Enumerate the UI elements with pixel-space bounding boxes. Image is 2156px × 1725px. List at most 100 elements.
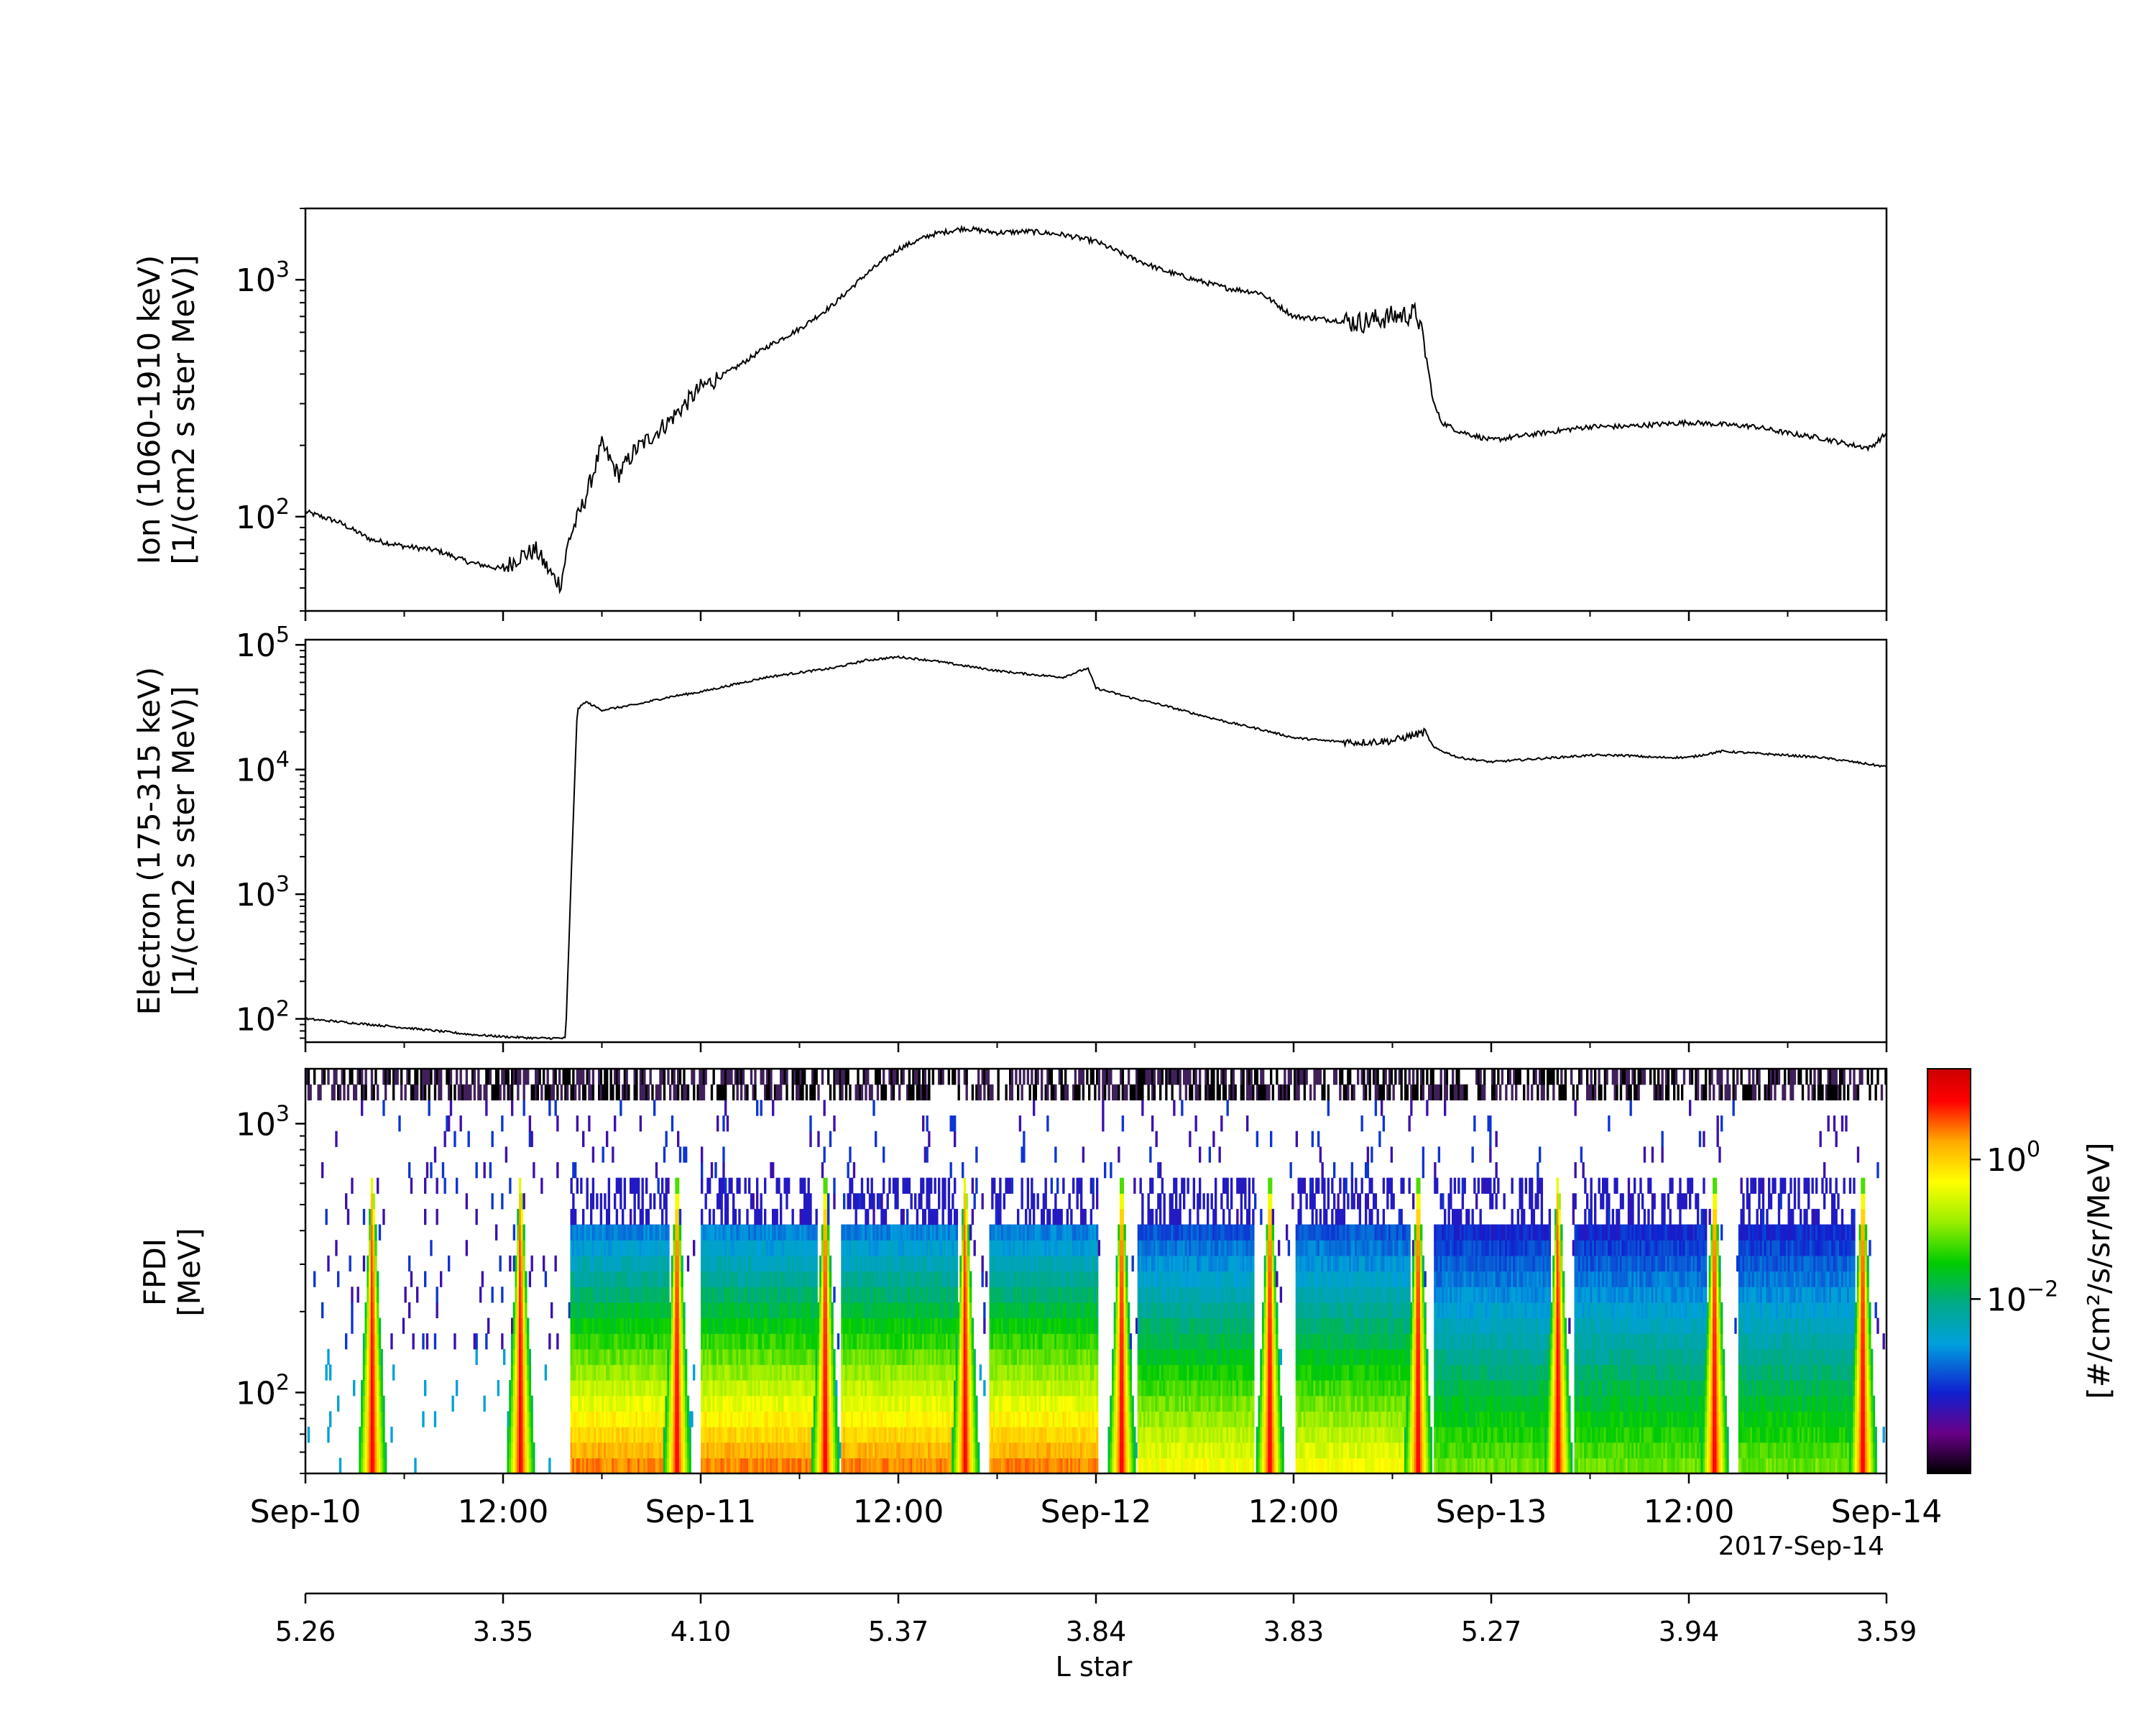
heatmap-cell [512,1302,516,1319]
heatmap-cell [906,1084,909,1100]
heatmap-cell [788,1442,791,1458]
heatmap-cell [947,1458,951,1473]
heatmap-cell [744,1177,747,1194]
heatmap-cell [999,1317,1002,1334]
heatmap-cell [667,1271,670,1287]
heatmap-cell [811,1427,814,1443]
heatmap-cell [647,1208,650,1225]
heatmap-cell [683,1146,686,1163]
heatmap-cell [730,1427,733,1443]
heatmap-cell [1015,1240,1018,1256]
heatmap-cell [939,1395,943,1412]
heatmap-cell [622,1380,625,1397]
heatmap-cell [599,1193,603,1210]
heatmap-cell [878,1395,881,1412]
heatmap-cell [773,1317,777,1334]
heatmap-cell [847,1069,849,1085]
heatmap-cell [1031,1442,1033,1458]
heatmap-cell [1054,1348,1057,1366]
heatmap-cell [361,1442,364,1458]
heatmap-cell [746,1427,749,1443]
heatmap-cell [590,1333,593,1350]
heatmap-cell [1021,1146,1023,1163]
heatmap-cell [651,1255,654,1272]
heatmap-cell [890,1395,893,1412]
heatmap-cell [665,1364,668,1381]
heatmap-cell [635,1411,638,1427]
heatmap-cell [424,1084,427,1100]
heatmap-cell [926,1116,929,1132]
heatmap-cell [520,1458,524,1473]
heatmap-cell [720,1208,723,1225]
heatmap-cell [519,1458,522,1473]
heatmap-cell [827,1364,830,1381]
heatmap-cell [904,1255,907,1272]
heatmap-cell [701,1317,704,1334]
heatmap-cell [965,1271,968,1287]
heatmap-cell [1054,1395,1057,1412]
heatmap-cell [369,1427,372,1443]
heatmap-cell [952,1427,954,1443]
heatmap-cell [1010,1458,1014,1473]
heatmap-cell [892,1287,895,1303]
heatmap-cell [797,1287,801,1303]
heatmap-cell [714,1348,717,1366]
heatmap-cell [780,1427,783,1443]
heatmap-cell [934,1224,936,1241]
heatmap-cell [321,1069,324,1085]
heatmap-cell [651,1411,654,1427]
heatmap-cell [448,1084,451,1100]
heatmap-cell [906,1411,909,1427]
heatmap-cell [748,1348,751,1366]
heatmap-cell [307,1084,310,1100]
heatmap-cell [728,1348,731,1366]
heatmap-cell [614,1240,617,1256]
heatmap-cell [894,1333,897,1350]
heatmap-cell [625,1458,628,1473]
heatmap-cell [854,1395,857,1412]
heatmap-cell [977,1458,980,1473]
heatmap-cell [1009,1084,1012,1100]
heatmap-cell [665,1458,668,1473]
heatmap-cell [833,1287,836,1303]
heatmap-cell [852,1442,856,1458]
heatmap-cell [1017,1255,1020,1272]
heatmap-cell [1010,1395,1014,1412]
heatmap-cell [456,1380,459,1397]
heatmap-cell [870,1395,873,1412]
heatmap-cell [888,1224,891,1241]
heatmap-cell [602,1442,604,1458]
heatmap-cell [793,1364,796,1381]
heatmap-cell [572,1427,575,1443]
heatmap-cell [724,1317,727,1334]
heatmap-cell [1009,1224,1012,1241]
heatmap-cell [796,1084,798,1100]
heatmap-cell [999,1458,1002,1473]
heatmap-cell [778,1271,780,1287]
heatmap-cell [685,1146,688,1163]
heatmap-cell [718,1084,722,1100]
heatmap-cell [870,1427,873,1443]
heatmap-cell [742,1333,745,1350]
heatmap-cell [726,1271,729,1287]
heatmap-cell [762,1442,765,1458]
heatmap-cell [827,1348,830,1366]
heatmap-cell [443,1177,446,1194]
heatmap-cell [614,1380,617,1397]
heatmap-cell [653,1333,656,1350]
heatmap-cell [876,1193,880,1210]
heatmap-cell [920,1287,923,1303]
heatmap-cell [607,1442,611,1458]
heatmap-cell [364,1084,367,1100]
heatmap-cell [578,1458,581,1473]
heatmap-cell [673,1240,676,1256]
heatmap-cell [544,1084,548,1100]
heatmap-cell [525,1411,528,1427]
heatmap-cell [973,1364,976,1381]
heatmap-cell [1013,1442,1015,1458]
heatmap-cell [821,1380,824,1397]
heatmap-cell [677,1442,680,1458]
heatmap-cell [912,1442,915,1458]
heatmap-cell [572,1411,575,1427]
heatmap-cell [702,1458,706,1473]
